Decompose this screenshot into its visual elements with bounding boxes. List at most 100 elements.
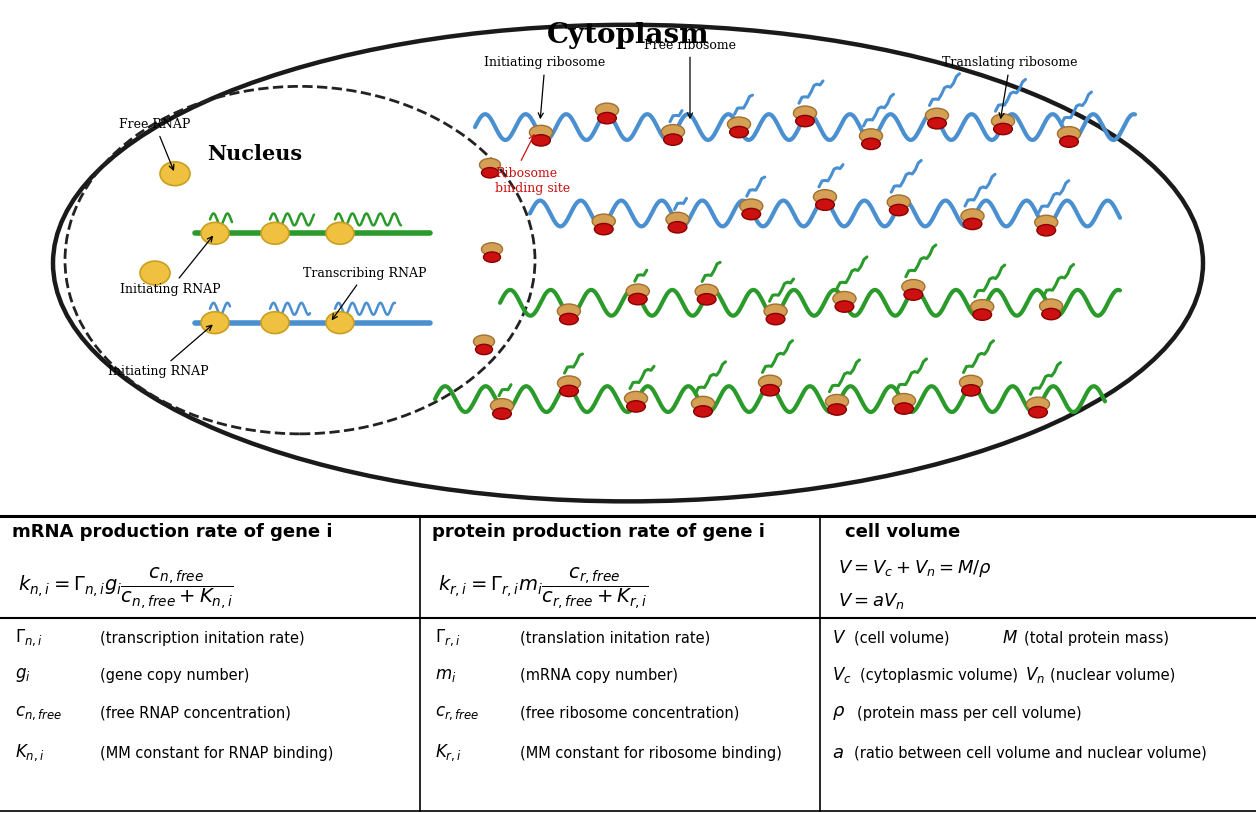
Ellipse shape (1037, 224, 1055, 236)
Text: Cytoplasm: Cytoplasm (546, 22, 710, 49)
Ellipse shape (993, 124, 1012, 135)
Text: Translating ribosome: Translating ribosome (942, 56, 1078, 118)
Ellipse shape (764, 304, 788, 318)
Ellipse shape (662, 124, 685, 139)
Ellipse shape (825, 394, 849, 409)
Text: (gene copy number): (gene copy number) (100, 667, 250, 683)
Ellipse shape (558, 304, 580, 318)
Ellipse shape (730, 126, 749, 137)
Ellipse shape (1041, 308, 1060, 320)
Text: $\rho$: $\rho$ (831, 704, 845, 722)
Text: (ratio between cell volume and nuclear volume): (ratio between cell volume and nuclear v… (854, 746, 1207, 760)
Ellipse shape (490, 398, 514, 413)
Text: $k_{n,i} = \Gamma_{n,i} g_i \dfrac{c_{n,free}}{c_{n,free} + K_{n,i}}$: $k_{n,i} = \Gamma_{n,i} g_i \dfrac{c_{n,… (18, 565, 234, 611)
Ellipse shape (531, 135, 550, 146)
Text: $\Gamma_{r,i}$: $\Gamma_{r,i}$ (435, 628, 461, 649)
Ellipse shape (1035, 215, 1058, 229)
Ellipse shape (560, 385, 578, 397)
Text: (MM constant for ribosome binding): (MM constant for ribosome binding) (520, 746, 782, 760)
Text: $M$: $M$ (1002, 629, 1017, 646)
Text: Free ribosome: Free ribosome (644, 39, 736, 118)
Text: $a$: $a$ (831, 744, 844, 762)
Text: (MM constant for RNAP binding): (MM constant for RNAP binding) (100, 746, 333, 760)
Ellipse shape (973, 309, 991, 320)
Ellipse shape (666, 212, 690, 227)
Ellipse shape (1029, 406, 1048, 418)
Text: $V_n$: $V_n$ (1025, 665, 1045, 685)
Text: $m_i$: $m_i$ (435, 667, 456, 684)
Text: (total protein mass): (total protein mass) (1024, 631, 1169, 646)
Ellipse shape (160, 162, 190, 185)
Ellipse shape (201, 311, 229, 333)
Ellipse shape (624, 391, 648, 406)
Ellipse shape (476, 344, 492, 354)
Ellipse shape (663, 134, 682, 146)
Ellipse shape (139, 261, 170, 285)
Ellipse shape (963, 218, 982, 229)
Ellipse shape (761, 385, 780, 396)
Ellipse shape (592, 214, 615, 228)
Ellipse shape (835, 301, 854, 312)
Text: $c_{r,free}$: $c_{r,free}$ (435, 704, 480, 722)
Ellipse shape (327, 311, 354, 333)
Text: $V$: $V$ (831, 629, 847, 646)
Ellipse shape (960, 376, 982, 389)
Ellipse shape (692, 397, 715, 411)
Text: Initiating RNAP: Initiating RNAP (108, 325, 212, 378)
Ellipse shape (1060, 136, 1079, 147)
Ellipse shape (559, 313, 578, 324)
Ellipse shape (795, 115, 814, 127)
Ellipse shape (962, 385, 981, 396)
Ellipse shape (474, 335, 495, 348)
Text: Ribosome
binding site: Ribosome binding site (495, 167, 570, 195)
Ellipse shape (1040, 299, 1063, 313)
Text: $\Gamma_{n,i}$: $\Gamma_{n,i}$ (15, 628, 43, 649)
Text: (cytoplasmic volume): (cytoplasmic volume) (860, 667, 1019, 683)
Ellipse shape (558, 376, 580, 390)
Ellipse shape (201, 223, 229, 244)
Ellipse shape (481, 243, 502, 255)
Ellipse shape (862, 138, 880, 150)
Ellipse shape (693, 406, 712, 417)
Text: $k_{r,i} = \Gamma_{r,i} m_i \dfrac{c_{r,free}}{c_{r,free} + K_{r,i}}$: $k_{r,i} = \Gamma_{r,i} m_i \dfrac{c_{r,… (438, 565, 648, 611)
Ellipse shape (828, 404, 847, 415)
Ellipse shape (859, 128, 883, 143)
Ellipse shape (961, 209, 983, 223)
Text: $c_{n,free}$: $c_{n,free}$ (15, 704, 62, 722)
Ellipse shape (1058, 127, 1080, 141)
Ellipse shape (668, 222, 687, 233)
Text: $g_i$: $g_i$ (15, 666, 30, 684)
Ellipse shape (904, 289, 923, 300)
Ellipse shape (530, 125, 553, 140)
Text: (cell volume): (cell volume) (854, 631, 950, 646)
Ellipse shape (766, 314, 785, 324)
Ellipse shape (598, 112, 617, 124)
Ellipse shape (627, 401, 646, 412)
Ellipse shape (889, 204, 908, 215)
Text: (transcription initation rate): (transcription initation rate) (100, 631, 305, 646)
Ellipse shape (971, 299, 993, 314)
Ellipse shape (595, 103, 618, 117)
Text: $K_{n,i}$: $K_{n,i}$ (15, 743, 44, 763)
Text: $V = V_c + V_n = M/\rho$: $V = V_c + V_n = M/\rho$ (838, 559, 992, 579)
Ellipse shape (484, 252, 500, 263)
Ellipse shape (893, 393, 916, 407)
Text: (free RNAP concentration): (free RNAP concentration) (100, 706, 291, 720)
Text: (protein mass per cell volume): (protein mass per cell volume) (857, 706, 1081, 720)
Text: Nucleus: Nucleus (207, 144, 303, 164)
Ellipse shape (1026, 397, 1050, 411)
Text: cell volume: cell volume (845, 524, 961, 541)
Text: protein production rate of gene i: protein production rate of gene i (432, 524, 765, 541)
Ellipse shape (928, 118, 946, 129)
Text: $V = aV_n$: $V = aV_n$ (838, 591, 904, 611)
Ellipse shape (627, 284, 649, 298)
Ellipse shape (926, 108, 948, 123)
Ellipse shape (480, 159, 500, 172)
Ellipse shape (628, 293, 647, 305)
Text: (translation initation rate): (translation initation rate) (520, 631, 710, 646)
Text: (nuclear volume): (nuclear volume) (1050, 667, 1176, 683)
Text: $V_c$: $V_c$ (831, 665, 852, 685)
Ellipse shape (815, 199, 834, 211)
Ellipse shape (894, 403, 913, 415)
Ellipse shape (492, 408, 511, 420)
